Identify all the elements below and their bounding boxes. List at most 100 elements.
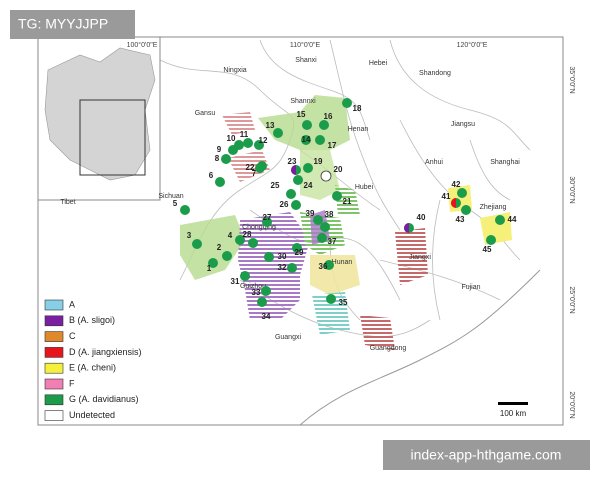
longitude-label: 100°0'0"E bbox=[127, 41, 158, 49]
scale-label: 100 km bbox=[500, 409, 527, 418]
site-label: 30 bbox=[278, 252, 287, 261]
site-marker bbox=[287, 263, 297, 273]
site-marker bbox=[264, 252, 274, 262]
legend-label: B (A. sligoi) bbox=[69, 315, 115, 325]
region-label: Fujian bbox=[461, 284, 480, 291]
legend-swatch bbox=[44, 331, 64, 342]
site-marker bbox=[222, 251, 232, 261]
region-label: Sichuan bbox=[158, 193, 183, 200]
site-label: 8 bbox=[215, 154, 220, 163]
legend-label: Undetected bbox=[69, 410, 115, 420]
legend-label: F bbox=[69, 378, 75, 388]
region-label: Anhui bbox=[425, 159, 443, 166]
site-label: 14 bbox=[302, 135, 311, 144]
site-label: 1 bbox=[207, 264, 212, 273]
site-label: 13 bbox=[266, 121, 275, 130]
region-label: Ningxia bbox=[223, 67, 246, 74]
site-label: 27 bbox=[263, 213, 272, 222]
site-marker bbox=[243, 138, 253, 148]
site-label: 20 bbox=[334, 165, 343, 174]
latitude-label: 20°0'0"N bbox=[568, 391, 576, 418]
site-marker bbox=[303, 163, 313, 173]
site-marker bbox=[495, 215, 505, 225]
legend-label: A bbox=[69, 299, 75, 309]
site-marker-part bbox=[404, 223, 409, 233]
site-label: 31 bbox=[231, 277, 240, 286]
site-label: 37 bbox=[328, 237, 337, 246]
site-marker bbox=[486, 235, 496, 245]
site-label: 36 bbox=[319, 262, 328, 271]
region-label: Jiangxi bbox=[409, 254, 431, 261]
site-marker bbox=[317, 233, 327, 243]
legend-swatch bbox=[44, 362, 64, 374]
site-label: 5 bbox=[173, 199, 178, 208]
site-label: 9 bbox=[217, 145, 222, 154]
site-label: 2 bbox=[217, 243, 222, 252]
site-label: 10 bbox=[227, 134, 236, 143]
site-label: 39 bbox=[306, 209, 315, 218]
site-marker bbox=[286, 189, 296, 199]
site-marker bbox=[261, 286, 271, 296]
site-label: 35 bbox=[339, 298, 348, 307]
site-label: 26 bbox=[280, 200, 289, 209]
site-label: 25 bbox=[271, 181, 280, 190]
site-label: 41 bbox=[442, 192, 451, 201]
longitude-label: 120°0'0"E bbox=[457, 41, 488, 49]
site-marker bbox=[320, 222, 330, 232]
site-marker bbox=[208, 258, 218, 268]
legend-swatch bbox=[44, 410, 64, 421]
site-label: 11 bbox=[240, 130, 249, 139]
site-marker bbox=[320, 170, 332, 182]
site-marker bbox=[292, 243, 302, 253]
site-marker bbox=[234, 140, 244, 150]
site-marker-part bbox=[451, 198, 456, 208]
site-marker bbox=[315, 135, 325, 145]
site-marker bbox=[461, 205, 471, 215]
site-label: 29 bbox=[295, 248, 304, 257]
region-label: Guangxi bbox=[275, 334, 302, 341]
site-label: 32 bbox=[278, 263, 287, 272]
legend-label: G (A. davidianus) bbox=[69, 394, 139, 404]
site-marker bbox=[273, 128, 283, 138]
longitude-label: 110°0'0"E bbox=[290, 41, 321, 49]
site-marker bbox=[302, 120, 312, 130]
latitude-label: 30°0'0"N bbox=[568, 176, 576, 203]
site-marker bbox=[313, 215, 323, 225]
site-marker bbox=[255, 163, 265, 173]
region-label: Shandong bbox=[419, 70, 451, 77]
watermark-box bbox=[383, 440, 590, 470]
site-label: 16 bbox=[324, 112, 333, 121]
watermark-box bbox=[10, 10, 135, 39]
site-label: 34 bbox=[262, 312, 271, 321]
site-marker bbox=[332, 191, 342, 201]
site-label: 12 bbox=[259, 136, 268, 145]
latitude-label: 35°0'0"N bbox=[568, 66, 576, 93]
site-marker bbox=[342, 98, 352, 108]
legend: A B (A. sligoi) C D (A. jiangxiensis) E (A. … bbox=[44, 299, 142, 421]
site-label: 17 bbox=[328, 141, 337, 150]
site-marker bbox=[319, 120, 329, 130]
site-label: 33 bbox=[252, 288, 261, 297]
scale-bar: 100 km bbox=[498, 402, 528, 418]
latitude-label: 25°0'0"N bbox=[568, 286, 576, 313]
site-marker bbox=[180, 205, 190, 215]
site-marker bbox=[192, 239, 202, 249]
site-marker bbox=[457, 188, 467, 198]
site-marker bbox=[235, 235, 245, 245]
site-marker bbox=[240, 271, 250, 281]
legend-swatch bbox=[44, 347, 64, 358]
site-marker bbox=[324, 260, 334, 270]
region-label: Guangdong bbox=[370, 345, 407, 352]
site-marker bbox=[221, 154, 231, 164]
site-marker bbox=[248, 238, 258, 248]
site-label: 42 bbox=[452, 180, 461, 189]
region-label: Zhejiang bbox=[480, 204, 507, 211]
site-label: 38 bbox=[325, 210, 334, 219]
legend-swatch bbox=[44, 299, 64, 311]
site-label: 15 bbox=[297, 110, 306, 119]
site-label: 18 bbox=[353, 104, 362, 113]
site-label: 23 bbox=[288, 157, 297, 166]
site-marker bbox=[262, 217, 272, 227]
site-marker-part bbox=[291, 165, 296, 175]
